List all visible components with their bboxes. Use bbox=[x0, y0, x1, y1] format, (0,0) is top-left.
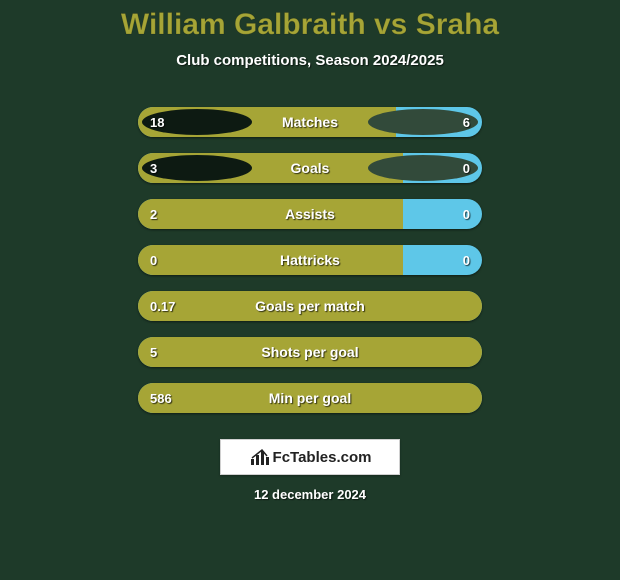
stat-value-left: 18 bbox=[150, 107, 164, 137]
infographic: William Galbraith vs Sraha Club competit… bbox=[0, 0, 620, 580]
stat-row: Shots per goal5 bbox=[138, 329, 482, 375]
stat-value-right: 6 bbox=[463, 107, 470, 137]
stat-label: Assists bbox=[138, 199, 482, 229]
stat-rows: Matches186Goals30Assists20Hattricks00Goa… bbox=[138, 69, 482, 421]
stat-row: Min per goal586 bbox=[138, 375, 482, 421]
stat-label: Goals per match bbox=[138, 291, 482, 321]
stat-row: Goals3 0 bbox=[138, 145, 482, 191]
stat-row: Assists2 0 bbox=[138, 191, 482, 237]
logo-badge: FcTables.com bbox=[220, 439, 400, 475]
stat-bar: Assists2 0 bbox=[138, 199, 482, 229]
stat-row: Matches18 6 bbox=[138, 99, 482, 145]
stat-value-left: 0 bbox=[150, 245, 157, 275]
stat-label: Min per goal bbox=[138, 383, 482, 413]
stat-row: Hattricks0 0 bbox=[138, 237, 482, 283]
stat-bar: Min per goal586 bbox=[138, 383, 482, 413]
stat-value-right: 0 bbox=[463, 245, 470, 275]
stat-label: Hattricks bbox=[138, 245, 482, 275]
stat-label: Shots per goal bbox=[138, 337, 482, 367]
stat-bar: Goals3 0 bbox=[138, 153, 482, 183]
stat-value-left: 586 bbox=[150, 383, 172, 413]
stat-value-left: 0.17 bbox=[150, 291, 175, 321]
stat-value-left: 2 bbox=[150, 199, 157, 229]
stat-bar: Matches18 6 bbox=[138, 107, 482, 137]
page-title: William Galbraith vs Sraha bbox=[121, 8, 499, 42]
subtitle: Club competitions, Season 2024/2025 bbox=[176, 52, 444, 69]
stat-value-right: 0 bbox=[463, 199, 470, 229]
stat-value-left: 5 bbox=[150, 337, 157, 367]
stat-row: Goals per match0.17 bbox=[138, 283, 482, 329]
stat-bar: Goals per match0.17 bbox=[138, 291, 482, 321]
stat-value-right: 0 bbox=[463, 153, 470, 183]
date-text: 12 december 2024 bbox=[254, 487, 366, 502]
bars-icon bbox=[249, 447, 271, 467]
logo-text: FcTables.com bbox=[273, 449, 372, 466]
stat-label: Matches bbox=[138, 107, 482, 137]
stat-bar: Shots per goal5 bbox=[138, 337, 482, 367]
stat-label: Goals bbox=[138, 153, 482, 183]
stat-bar: Hattricks0 0 bbox=[138, 245, 482, 275]
stat-value-left: 3 bbox=[150, 153, 157, 183]
